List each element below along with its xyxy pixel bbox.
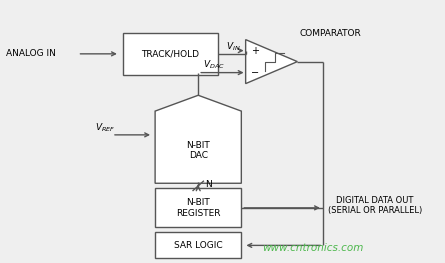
Bar (155, 189, 241, 227)
Text: $V_{REF}$: $V_{REF}$ (95, 121, 115, 134)
Bar (155, 232, 241, 258)
Text: $V_{IN}$: $V_{IN}$ (226, 40, 241, 53)
Text: N-BIT
DAC: N-BIT DAC (186, 141, 210, 160)
Text: N-BIT
REGISTER: N-BIT REGISTER (176, 198, 220, 218)
Text: ANALOG IN: ANALOG IN (6, 49, 56, 58)
Text: COMPARATOR: COMPARATOR (299, 29, 361, 38)
Bar (123, 33, 218, 74)
Text: $V_{DAC}$: $V_{DAC}$ (202, 59, 224, 71)
Text: www.cntronics.com: www.cntronics.com (262, 243, 363, 253)
Polygon shape (155, 95, 241, 183)
Text: +: + (251, 45, 259, 55)
Polygon shape (246, 40, 297, 84)
Text: SAR LOGIC: SAR LOGIC (174, 241, 222, 250)
Text: TRACK/HOLD: TRACK/HOLD (141, 49, 199, 58)
Text: DIGITAL DATA OUT
(SERIAL OR PARALLEL): DIGITAL DATA OUT (SERIAL OR PARALLEL) (328, 196, 422, 215)
Text: N: N (205, 180, 211, 189)
Text: −: − (251, 68, 259, 78)
